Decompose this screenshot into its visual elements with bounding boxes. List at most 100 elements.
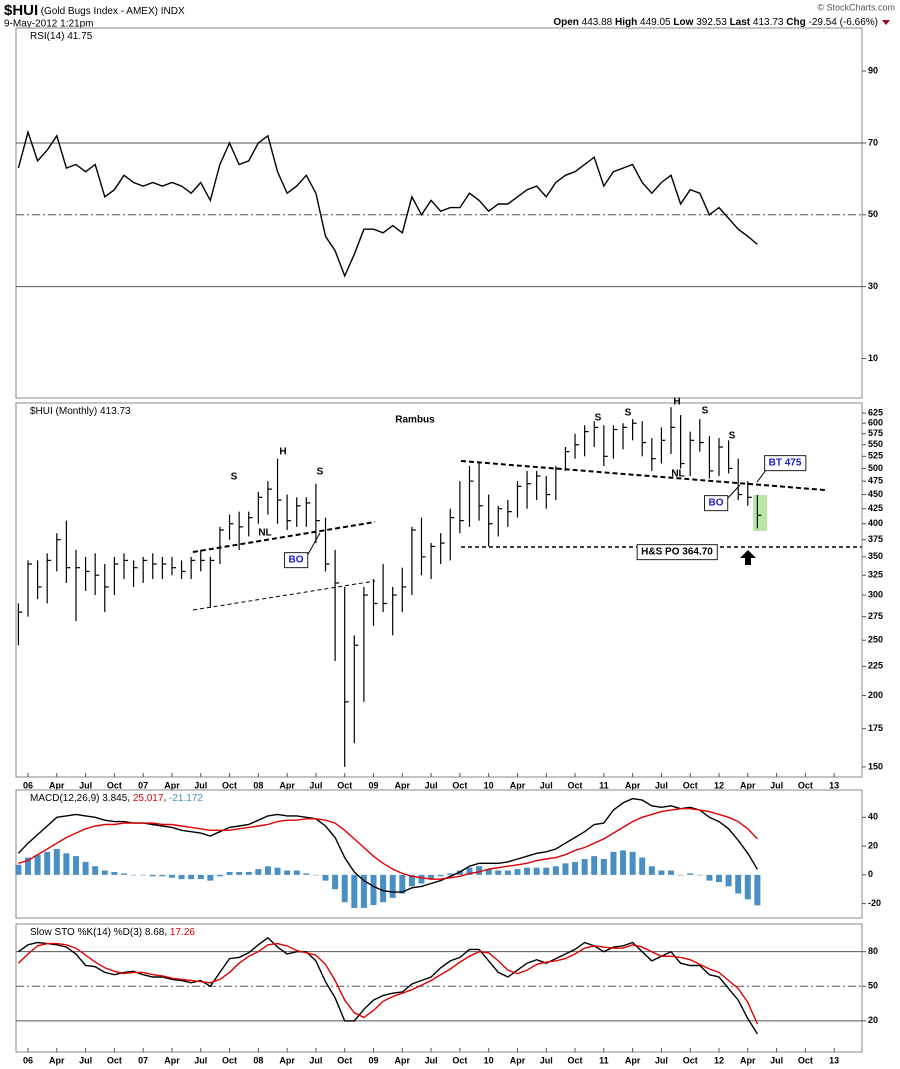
x-tick-label: Apr bbox=[395, 780, 411, 790]
x-tick-label: 12 bbox=[714, 780, 724, 790]
x-tick-label: 07 bbox=[138, 780, 148, 790]
quote-label: Chg bbox=[786, 17, 805, 28]
x-tick-label: 06 bbox=[23, 780, 33, 790]
histogram-bar bbox=[82, 861, 89, 875]
y-tick-label: 50 bbox=[868, 981, 878, 991]
panel-frame bbox=[15, 27, 863, 399]
y-tick-label: 450 bbox=[868, 489, 883, 499]
annotation-box bbox=[636, 544, 718, 561]
series-line bbox=[17, 936, 758, 1035]
x-tick-label: Apr bbox=[49, 1055, 65, 1065]
histogram-bar bbox=[284, 870, 291, 875]
histogram-bar bbox=[322, 874, 329, 881]
legend-value: 413.73 bbox=[100, 406, 131, 417]
x-tick-label: Apr bbox=[164, 1055, 180, 1065]
x-tick-label: Apr bbox=[625, 780, 641, 790]
histogram-bar bbox=[207, 874, 214, 881]
x-tick-label: Apr bbox=[395, 1055, 411, 1065]
y-tick-label: 525 bbox=[868, 451, 883, 461]
histogram-bar bbox=[735, 874, 742, 894]
annotation: S bbox=[231, 472, 238, 483]
copyright: © StockCharts.com bbox=[817, 2, 895, 12]
annotation-box bbox=[704, 495, 729, 512]
histogram-bar bbox=[591, 856, 598, 875]
x-tick-label: Jul bbox=[79, 1055, 92, 1065]
histogram-bar bbox=[216, 874, 223, 877]
index-name: (Gold Bugs Index - AMEX) INDX bbox=[41, 6, 185, 17]
annotation: BO bbox=[289, 555, 304, 566]
histogram-bar bbox=[744, 874, 751, 900]
histogram-bar bbox=[159, 874, 166, 877]
x-tick-label: Apr bbox=[510, 780, 526, 790]
x-tick-label: Apr bbox=[510, 1055, 526, 1065]
legend-title: $HUI (Monthly) bbox=[30, 406, 97, 417]
histogram-bar bbox=[264, 866, 271, 875]
histogram-bar bbox=[437, 874, 444, 877]
x-tick-label: Jul bbox=[540, 780, 553, 790]
x-tick-label: Oct bbox=[222, 780, 237, 790]
x-tick-label: 09 bbox=[368, 780, 378, 790]
x-tick-label: Apr bbox=[49, 780, 65, 790]
x-tick-label: Apr bbox=[164, 780, 180, 790]
x-tick-label: Apr bbox=[740, 1055, 756, 1065]
x-tick-label: Jul bbox=[540, 1055, 553, 1065]
histogram-bar bbox=[130, 874, 137, 876]
histogram-bar bbox=[543, 867, 550, 875]
y-tick-label: -20 bbox=[868, 898, 881, 908]
histogram-bar bbox=[360, 874, 367, 908]
histogram-bar bbox=[351, 874, 358, 908]
quote-value: -29.54 (-6.66%) bbox=[809, 17, 878, 28]
y-tick-label: 20 bbox=[868, 1015, 878, 1025]
histogram-bar bbox=[696, 874, 703, 876]
histogram-bar bbox=[610, 851, 617, 875]
x-tick-label: Apr bbox=[740, 780, 756, 790]
annotation: NL bbox=[258, 528, 271, 539]
highlight-box bbox=[753, 495, 767, 531]
x-tick-label: Jul bbox=[655, 780, 668, 790]
x-tick-label: Oct bbox=[107, 1055, 122, 1065]
quote-value: 443.88 bbox=[582, 17, 613, 28]
x-tick-label: Jul bbox=[425, 1055, 438, 1065]
legend-value: 3.845 bbox=[102, 793, 127, 804]
up-arrow bbox=[740, 550, 756, 565]
legend-value: -21.172 bbox=[169, 793, 203, 804]
y-tick-label: 550 bbox=[868, 439, 883, 449]
y-tick-label: 350 bbox=[868, 551, 883, 561]
histogram-bar bbox=[34, 854, 41, 875]
histogram-bar bbox=[629, 851, 636, 875]
x-tick-label: Oct bbox=[568, 780, 583, 790]
histogram-bar bbox=[168, 874, 175, 878]
trend-line bbox=[192, 580, 376, 611]
histogram-bar bbox=[572, 861, 579, 875]
histogram-bar bbox=[188, 874, 195, 880]
histogram-bar bbox=[754, 874, 761, 906]
legend-title: Slow STO bbox=[30, 927, 75, 938]
x-tick-label: 07 bbox=[138, 1055, 148, 1065]
annotation: H bbox=[279, 447, 286, 458]
quote-value: 413.73 bbox=[753, 17, 784, 28]
histogram-bar bbox=[648, 866, 655, 875]
y-tick-label: 90 bbox=[868, 65, 878, 75]
x-tick-label: 10 bbox=[484, 1055, 494, 1065]
legend: MACD(12,26,9) 3.845, 25.017, -21.172 bbox=[30, 793, 203, 804]
y-tick-label: 175 bbox=[868, 723, 883, 733]
x-tick-label: 13 bbox=[829, 1055, 839, 1065]
histogram-bar bbox=[111, 871, 118, 875]
x-tick-label: 11 bbox=[599, 1055, 609, 1065]
annotation: S bbox=[625, 408, 632, 419]
histogram-bar bbox=[447, 873, 454, 875]
histogram-bar bbox=[495, 870, 502, 875]
x-tick-label: Oct bbox=[337, 1055, 352, 1065]
histogram-bar bbox=[92, 866, 99, 875]
x-tick-label: Apr bbox=[279, 780, 295, 790]
y-tick-label: 275 bbox=[868, 611, 883, 621]
x-tick-label: 08 bbox=[253, 1055, 263, 1065]
histogram-bar bbox=[485, 869, 492, 875]
y-tick-label: 250 bbox=[868, 635, 883, 645]
x-tick-label: Oct bbox=[568, 1055, 583, 1065]
y-tick-label: 475 bbox=[868, 476, 883, 486]
legend-title: MACD(12,26,9) bbox=[30, 793, 99, 804]
histogram-bar bbox=[706, 874, 713, 881]
annotation: S bbox=[317, 467, 324, 478]
